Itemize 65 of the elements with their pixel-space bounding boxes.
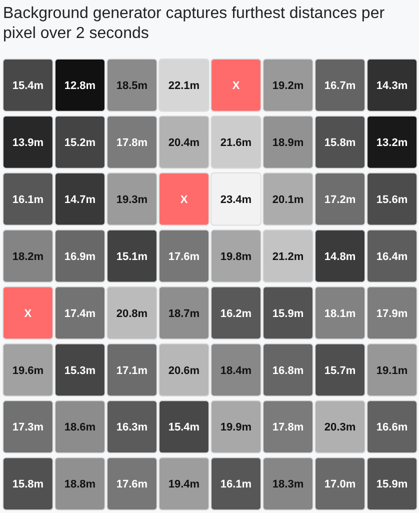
data-label: 17.8m xyxy=(272,422,304,434)
data-label: 15.8m xyxy=(324,136,356,149)
data-label: 15.4m xyxy=(168,422,200,434)
data-label: 17.8m xyxy=(116,136,148,149)
data-label: 16.2m xyxy=(220,308,252,320)
data-label: 18.1m xyxy=(324,308,356,320)
data-label: 16.8m xyxy=(272,364,304,377)
data-label: 20.6m xyxy=(168,364,200,377)
data-label: 23.4m xyxy=(220,194,252,206)
data-label: 17.1m xyxy=(116,364,148,377)
data-label: 16.6m xyxy=(376,422,408,434)
data-label: 17.6m xyxy=(116,478,148,491)
data-label: 15.2m xyxy=(64,136,96,149)
data-label: 15.4m xyxy=(12,80,44,92)
data-label: 14.8m xyxy=(324,250,356,263)
data-label: 19.3m xyxy=(116,194,148,206)
data-label: 16.1m xyxy=(12,194,44,206)
data-label: 21.2m xyxy=(272,250,304,263)
data-label: 18.8m xyxy=(64,478,96,491)
data-label: 19.2m xyxy=(272,80,304,92)
data-label: 13.2m xyxy=(376,136,408,149)
data-label: 14.3m xyxy=(376,80,408,92)
data-label: 18.2m xyxy=(12,250,44,263)
data-label: 17.0m xyxy=(324,478,356,491)
data-label: 15.9m xyxy=(376,478,408,491)
data-label: 20.4m xyxy=(168,136,200,149)
data-label: 13.9m xyxy=(12,136,44,149)
data-label: 15.3m xyxy=(64,364,96,377)
data-label: 15.7m xyxy=(324,364,356,377)
data-label: 17.3m xyxy=(12,422,44,434)
data-label: 18.6m xyxy=(64,422,96,434)
data-label: 16.9m xyxy=(64,250,96,263)
data-label: 18.7m xyxy=(168,308,200,320)
data-label: 16.1m xyxy=(220,478,252,491)
data-label: 19.4m xyxy=(168,478,200,491)
data-label: 19.6m xyxy=(12,364,44,377)
data-label: 17.4m xyxy=(64,308,96,320)
data-label: 20.1m xyxy=(272,194,304,206)
data-label: 17.2m xyxy=(324,194,356,206)
data-label: 20.3m xyxy=(324,422,356,434)
data-label: 12.8m xyxy=(64,80,96,92)
data-label: 15.9m xyxy=(272,308,304,320)
data-label: 16.7m xyxy=(324,80,356,92)
data-label: 21.6m xyxy=(220,136,252,149)
data-label: 19.1m xyxy=(376,364,408,377)
data-label: 16.3m xyxy=(116,422,148,434)
data-label: 18.5m xyxy=(116,80,148,92)
data-label: 17.9m xyxy=(376,308,408,320)
missing-cell: X xyxy=(158,172,210,226)
data-label: 17.6m xyxy=(168,250,200,263)
missing-cell: X xyxy=(2,286,54,340)
data-label: 15.1m xyxy=(116,250,148,263)
chart-title: Background generator captures furthest distances per pixel over 2 seconds xyxy=(3,5,386,42)
data-label: 20.8m xyxy=(116,308,148,320)
data-label: 15.6m xyxy=(376,194,408,206)
data-label: 18.9m xyxy=(272,136,304,149)
data-label: 18.4m xyxy=(220,364,252,377)
data-label: 19.8m xyxy=(220,250,252,263)
data-label: 19.9m xyxy=(220,422,252,434)
data-label: 18.3m xyxy=(272,478,304,491)
data-label: 14.7m xyxy=(64,194,96,206)
missing-cell: X xyxy=(210,58,262,112)
data-label: 15.8m xyxy=(12,478,44,491)
data-label: 16.4m xyxy=(376,250,408,263)
data-label: 22.1m xyxy=(168,80,200,92)
